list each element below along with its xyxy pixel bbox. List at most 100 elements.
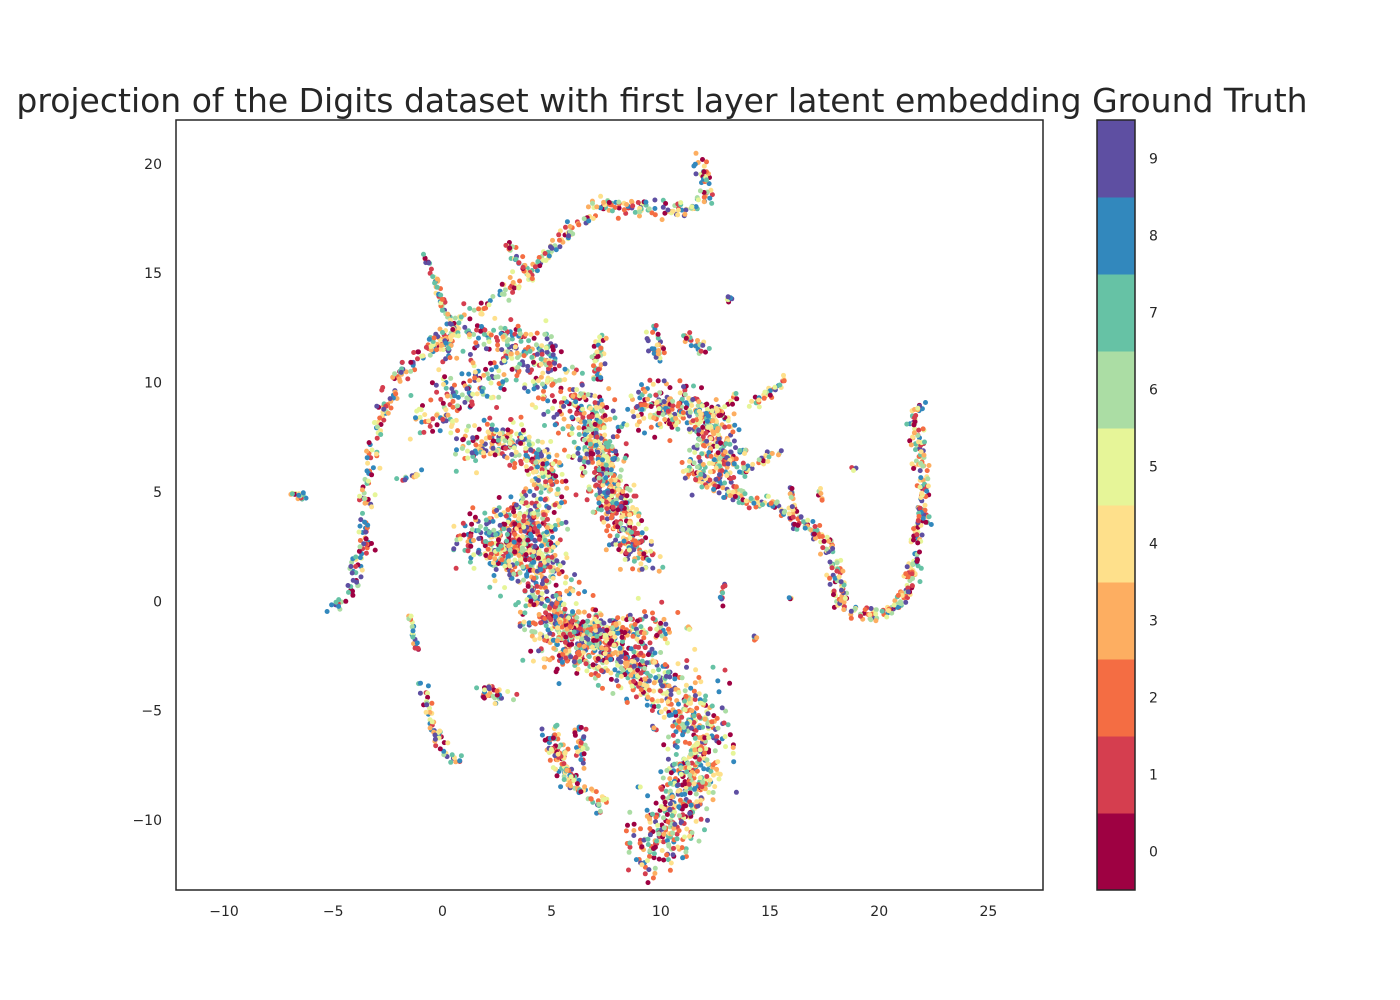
scatter-point [507,245,513,251]
scatter-point [630,203,636,209]
scatter-point [716,490,722,496]
scatter-point [486,302,492,308]
scatter-point [590,216,596,221]
scatter-point [538,361,544,367]
scatter-point [705,424,711,430]
scatter-point [774,499,780,505]
scatter-point [491,527,497,533]
scatter-point [712,748,718,754]
scatter-point [615,524,621,530]
scatter-point [642,430,647,436]
scatter-point [909,583,915,589]
scatter-point [679,675,685,681]
scatter-point [715,725,721,731]
scatter-point [643,526,649,532]
scatter-point [644,807,650,813]
scatter-point [740,460,746,466]
scatter-point [838,579,844,585]
scatter-point [581,765,587,771]
scatter-point [655,351,661,357]
scatter-point [437,428,443,434]
scatter-point [730,745,736,750]
scatter-point [667,807,673,813]
scatter-point [460,520,466,526]
scatter-point [709,192,715,198]
scatter-point [686,471,692,477]
scatter-point [712,784,718,790]
scatter-point [654,626,660,632]
scatter-point [915,540,921,546]
scatter-point [664,812,670,817]
scatter-point [644,683,650,689]
scatter-point [531,386,537,392]
scatter-point [709,719,715,725]
scatter-point [663,201,669,206]
scatter-point [794,526,800,532]
scatter-point [684,826,690,832]
scatter-point [617,474,623,479]
scatter-point [474,323,480,329]
scatter-point [809,528,815,533]
scatter-point [514,350,520,356]
scatter-point [419,353,425,359]
scatter-point [596,500,602,506]
scatter-point [478,311,484,317]
scatter-point [457,758,463,764]
scatter-point [595,366,601,372]
scatter-point [598,507,604,513]
scatter-point [622,630,628,635]
scatter-point [645,652,651,658]
scatter-point [449,752,455,758]
scatter-point [498,325,504,331]
scatter-point [817,523,823,528]
scatter-point [609,461,615,467]
scatter-point [600,482,606,488]
scatter-point [665,699,671,705]
scatter-point [824,534,830,540]
scatter-point [541,388,546,394]
scatter-point [722,480,728,486]
scatter-point [509,452,515,457]
scatter-point [539,343,545,349]
scatter-point [867,612,873,618]
scatter-point [670,398,676,404]
scatter-point [593,442,599,448]
scatter-point [399,359,405,365]
scatter-point [508,317,514,323]
scatter-point [414,640,420,646]
scatter-point [731,461,737,467]
scatter-point [609,488,615,494]
scatter-point [701,199,707,205]
scatter-point [677,378,683,384]
scatter-point [534,351,540,357]
scatter-point [581,410,587,416]
scatter-point [410,634,416,640]
scatter-point [638,639,644,645]
scatter-point [598,612,604,618]
scatter-point [513,256,519,262]
scatter-point [709,703,715,709]
scatter-point [496,368,502,374]
scatter-point [350,592,356,598]
scatter-point [476,426,482,432]
scatter-point [751,500,757,506]
scatter-point [598,362,604,368]
scatter-point [639,658,645,664]
scatter-point [445,740,451,746]
scatter-point [718,412,724,418]
scatter-point [920,426,926,432]
scatter-point [431,335,437,341]
scatter-point [509,355,515,361]
scatter-point [616,547,622,553]
scatter-point [661,378,667,384]
scatter-point [520,495,526,501]
scatter-point [642,645,648,651]
scatter-point [512,331,518,337]
scatter-point [631,828,637,833]
scatter-point [713,465,719,471]
scatter-point [536,523,542,529]
scatter-point [926,514,932,520]
scatter-point [908,442,914,448]
scatter-point [676,701,681,707]
scatter-point [558,389,564,395]
